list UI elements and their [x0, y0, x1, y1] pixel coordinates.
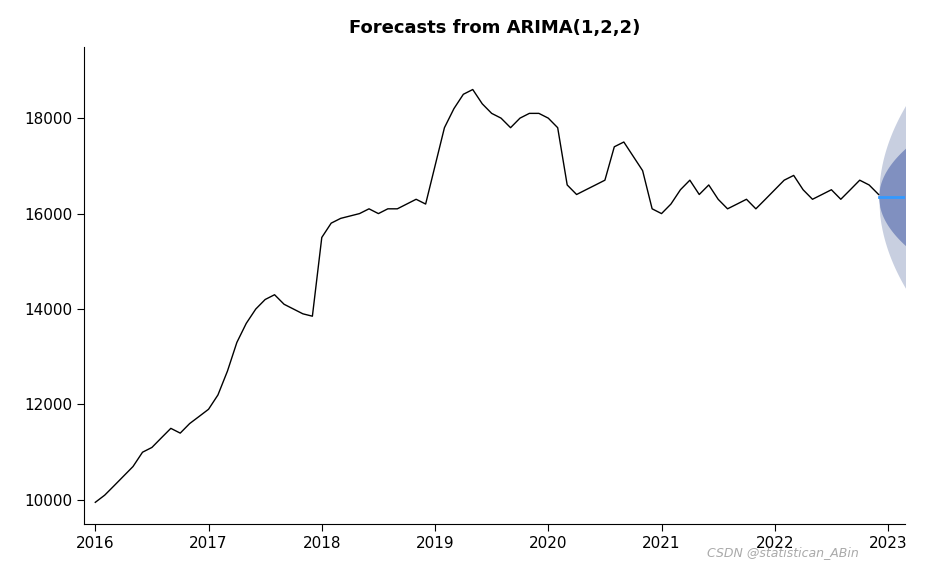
Text: CSDN @statistican_ABin: CSDN @statistican_ABin	[706, 546, 858, 559]
Title: Forecasts from ARIMA(1,2,2): Forecasts from ARIMA(1,2,2)	[349, 19, 640, 37]
